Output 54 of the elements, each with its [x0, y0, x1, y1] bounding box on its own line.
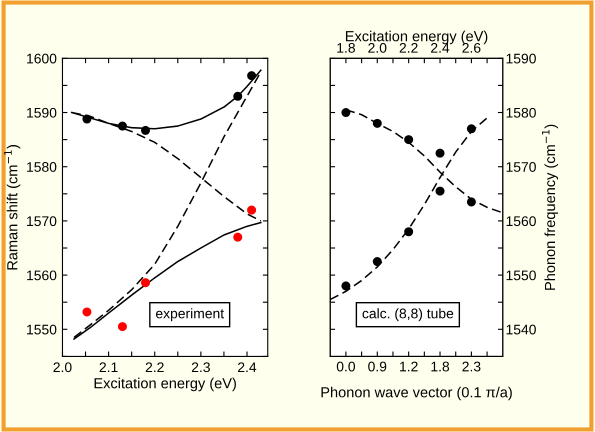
point — [372, 118, 382, 128]
point — [118, 322, 127, 332]
x2-tick-label: 2.0 — [368, 42, 386, 53]
point — [233, 92, 242, 101]
y-tick-label: 1550 — [27, 324, 56, 334]
point — [404, 135, 414, 144]
x-tick-label: 1.8 — [431, 362, 450, 372]
y-tick-label: 1570 — [506, 162, 536, 172]
point — [341, 281, 350, 290]
x-tick-label: 2.0 — [54, 362, 72, 372]
x2-tick-label: 2.6 — [462, 42, 480, 53]
annotation: calc. (8,8) tube — [362, 308, 454, 322]
annotation: experiment — [156, 308, 224, 322]
point — [140, 126, 150, 135]
x-tick-label: 2.4 — [238, 362, 256, 372]
x-axis-title: Excitation energy (eV) — [94, 378, 236, 392]
y-tick-label: 1560 — [27, 270, 56, 280]
point — [341, 108, 350, 118]
y-axis-title: Phonon frequency (cm$^{−1}$) — [542, 124, 558, 290]
point — [436, 148, 445, 158]
point — [404, 227, 414, 236]
point — [118, 122, 127, 131]
y-tick-label: 1580 — [506, 108, 536, 118]
y-tick-label: 1600 — [27, 54, 56, 64]
x2-tick-label: 2.4 — [431, 42, 450, 53]
y-tick-label: 1590 — [506, 54, 536, 64]
x2-tick-label: 2.2 — [400, 42, 418, 53]
x2-axis-title: Excitation energy (eV) — [346, 30, 488, 44]
point — [466, 124, 476, 134]
y-tick-label: 1570 — [27, 216, 56, 226]
x-tick-label: 2.3 — [462, 362, 480, 372]
y-tick-label: 1580 — [27, 162, 56, 172]
y-tick-label: 1540 — [506, 324, 536, 334]
point — [140, 278, 150, 288]
y-tick-label: 1550 — [506, 270, 536, 280]
x-tick-label: 1.2 — [400, 362, 418, 372]
point — [82, 114, 92, 124]
point — [436, 186, 445, 196]
x-tick-label: 2.1 — [100, 362, 118, 372]
point — [247, 206, 256, 215]
x-tick-label: 2.3 — [192, 362, 210, 372]
y-tick-label: 1590 — [27, 108, 56, 118]
point — [82, 307, 92, 316]
point — [233, 232, 242, 242]
point — [466, 197, 476, 206]
x-tick-label: 0.0 — [336, 362, 356, 372]
x-tick-label: 2.2 — [146, 362, 164, 372]
point — [247, 71, 256, 80]
x-axis-title: Phonon wave vector (0.1 π/a) — [321, 386, 512, 400]
x2-tick-label: 1.8 — [337, 42, 355, 53]
x-tick-label: 0.9 — [368, 362, 386, 372]
point — [372, 257, 382, 266]
y-axis-title: Raman shift (cm$^{−1}$) — [4, 145, 20, 270]
y-tick-label: 1560 — [506, 216, 536, 226]
